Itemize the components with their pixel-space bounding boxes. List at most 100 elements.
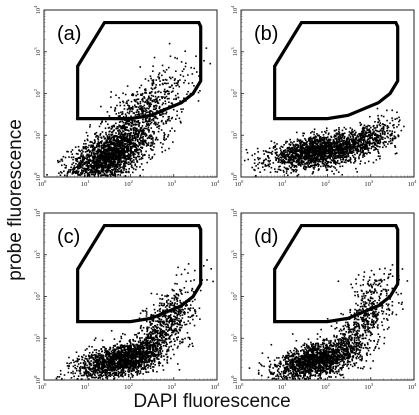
data-point	[144, 91, 146, 94]
data-point	[360, 137, 362, 140]
data-point	[66, 150, 68, 153]
data-point	[307, 159, 310, 162]
data-point	[340, 149, 343, 151]
data-point	[291, 146, 293, 149]
data-point	[72, 162, 75, 164]
data-point	[115, 166, 118, 168]
data-point	[347, 155, 350, 157]
data-point	[144, 110, 146, 112]
data-point	[114, 161, 117, 163]
gate-polygon	[273, 20, 400, 121]
data-point	[161, 119, 163, 122]
data-point	[113, 171, 116, 174]
data-point	[295, 144, 298, 147]
data-point	[291, 158, 294, 161]
data-point	[161, 64, 164, 67]
data-point	[147, 128, 150, 131]
data-point	[389, 142, 392, 145]
data-point	[351, 147, 354, 150]
data-point	[377, 117, 380, 120]
data-point	[164, 91, 167, 94]
data-point	[89, 158, 91, 161]
data-point	[129, 159, 132, 162]
data-point	[76, 160, 79, 163]
data-point	[288, 151, 291, 154]
data-point	[376, 126, 379, 128]
data-point	[328, 154, 330, 157]
data-point	[118, 124, 120, 127]
data-point	[366, 129, 368, 131]
data-point	[78, 167, 80, 169]
data-point	[112, 157, 115, 159]
data-point	[310, 154, 313, 157]
data-point	[83, 170, 85, 173]
data-point	[131, 138, 134, 140]
data-point	[126, 133, 129, 136]
data-point	[172, 90, 174, 93]
data-point	[119, 174, 122, 176]
data-point	[317, 142, 320, 144]
data-point	[316, 138, 319, 141]
data-point	[120, 137, 122, 139]
data-point	[283, 152, 285, 155]
data-point	[117, 155, 120, 158]
data-point	[134, 132, 137, 134]
data-point	[356, 152, 358, 155]
data-point	[135, 130, 138, 132]
data-point	[330, 144, 333, 146]
data-point	[173, 130, 176, 132]
data-point	[107, 157, 110, 160]
y-tick-label: 100	[33, 375, 42, 385]
data-point	[90, 153, 93, 156]
data-point	[337, 143, 339, 145]
data-point	[114, 158, 116, 161]
data-point	[105, 167, 107, 169]
data-point	[292, 149, 294, 151]
data-point	[94, 169, 97, 172]
data-point	[299, 165, 302, 167]
data-point	[376, 148, 379, 151]
data-point	[140, 163, 143, 165]
data-point	[338, 143, 341, 146]
data-point	[138, 131, 140, 134]
data-point	[130, 161, 133, 164]
data-point	[76, 158, 79, 161]
data-point	[328, 156, 331, 159]
data-point	[140, 146, 142, 149]
data-point	[320, 137, 323, 140]
data-point	[300, 151, 302, 153]
data-point	[113, 148, 115, 150]
data-point	[124, 134, 126, 137]
data-point	[128, 156, 131, 159]
data-point	[130, 164, 133, 167]
data-point	[107, 152, 109, 154]
data-point	[89, 154, 92, 157]
data-point	[337, 145, 340, 148]
data-point	[334, 151, 337, 154]
data-point	[123, 136, 126, 139]
data-point	[350, 161, 352, 164]
data-point	[142, 135, 144, 138]
data-point	[91, 162, 93, 164]
data-point	[328, 149, 331, 152]
data-point	[90, 159, 93, 162]
data-point	[128, 120, 131, 122]
data-point	[306, 145, 308, 148]
data-point	[353, 146, 356, 148]
data-point	[387, 143, 389, 145]
data-point	[124, 161, 126, 164]
data-point	[356, 146, 359, 149]
data-point	[316, 156, 318, 158]
data-point	[88, 166, 90, 169]
data-point	[83, 163, 86, 166]
data-point	[123, 146, 126, 149]
data-point	[129, 153, 132, 155]
data-point	[103, 162, 106, 165]
data-point	[130, 152, 133, 154]
data-point	[283, 163, 286, 165]
data-point	[99, 164, 101, 167]
data-point	[373, 137, 376, 140]
data-point	[315, 138, 318, 141]
data-point	[329, 161, 331, 163]
data-point	[254, 169, 256, 172]
